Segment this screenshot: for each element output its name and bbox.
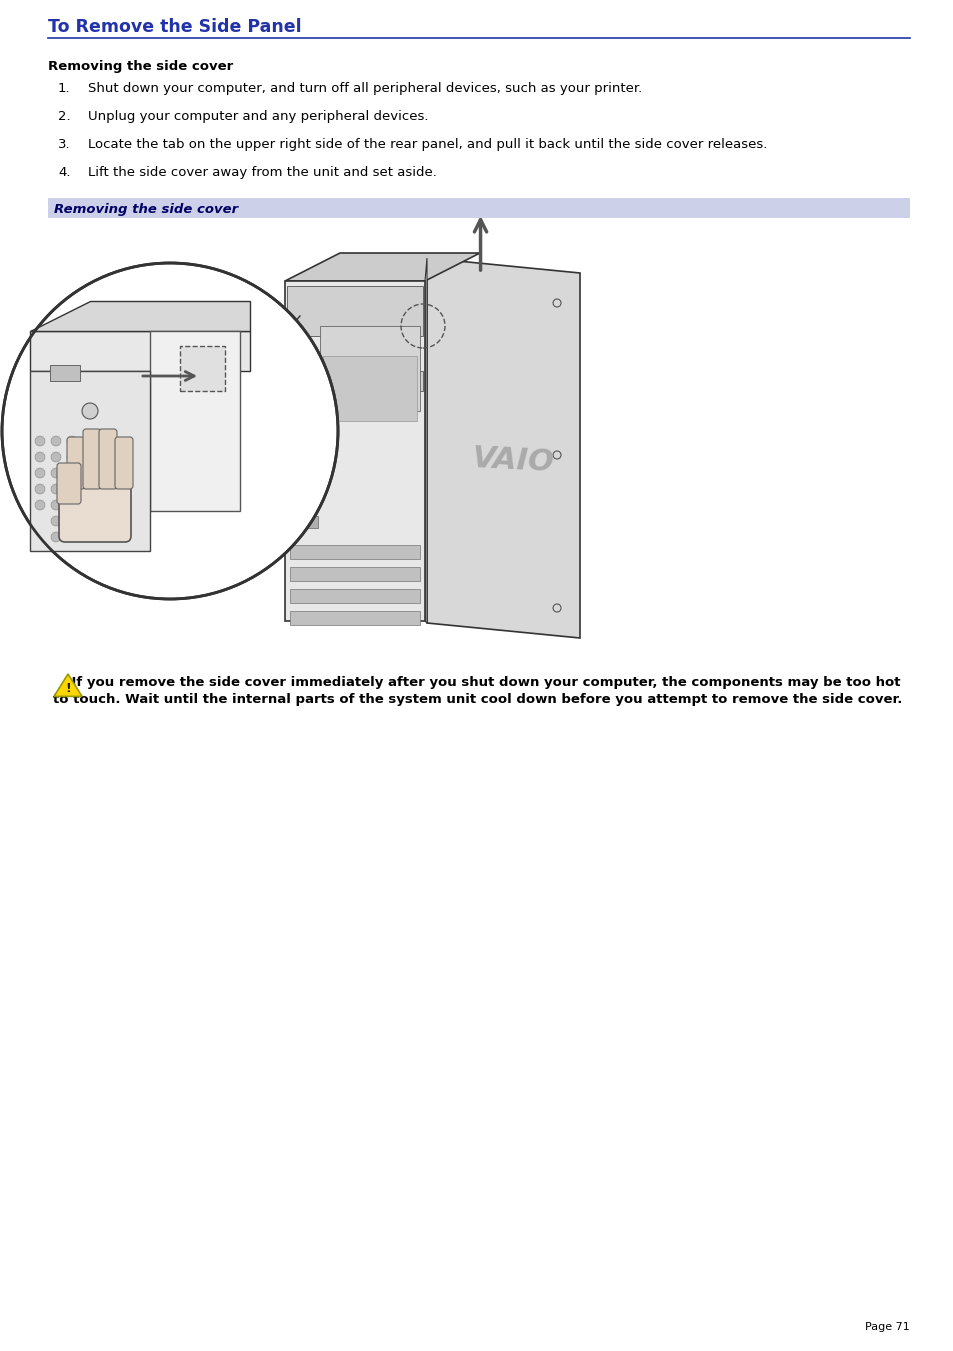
Bar [50,365,80,381]
FancyBboxPatch shape [115,436,132,489]
Circle shape [51,516,61,526]
Bar [285,281,424,621]
Circle shape [83,516,92,526]
Polygon shape [285,253,479,281]
Circle shape [99,484,109,494]
Bar [48,199,909,218]
Circle shape [35,467,45,478]
Circle shape [51,453,61,462]
FancyBboxPatch shape [83,430,101,489]
Text: 2.: 2. [58,109,71,123]
Text: To Remove the Side Panel: To Remove the Side Panel [48,18,301,36]
Bar [323,357,416,422]
Circle shape [67,516,77,526]
Bar [290,501,317,511]
Circle shape [83,500,92,509]
Text: Unplug your computer and any peripheral devices.: Unplug your computer and any peripheral … [88,109,428,123]
Text: Page 71: Page 71 [864,1323,909,1332]
Text: Removing the side cover: Removing the side cover [48,59,233,73]
Bar [290,486,317,497]
Circle shape [67,500,77,509]
FancyBboxPatch shape [59,476,131,542]
Circle shape [51,436,61,446]
Bar [290,611,419,626]
Circle shape [99,500,109,509]
Text: VAIO: VAIO [471,444,555,477]
FancyBboxPatch shape [67,436,85,489]
Bar [287,372,422,390]
Bar [287,286,422,336]
Text: !: ! [65,682,71,696]
Text: Locate the tab on the upper right side of the rear panel, and pull it back until: Locate the tab on the upper right side o… [88,138,766,151]
Polygon shape [30,331,250,372]
Polygon shape [427,258,579,638]
Bar [290,443,317,461]
Bar [290,465,317,484]
Circle shape [83,467,92,478]
Circle shape [99,453,109,462]
Circle shape [83,532,92,542]
Polygon shape [424,258,427,623]
Bar [290,427,317,439]
Polygon shape [30,301,250,331]
Text: If you remove the side cover immediately after you shut down your computer, the : If you remove the side cover immediately… [53,676,900,689]
Bar [319,326,419,411]
Circle shape [2,263,337,598]
Circle shape [67,436,77,446]
Circle shape [67,484,77,494]
Polygon shape [150,331,240,511]
Circle shape [35,453,45,462]
Bar [290,567,419,581]
Bar [180,346,225,390]
Polygon shape [54,674,82,696]
FancyBboxPatch shape [99,430,117,489]
Circle shape [83,453,92,462]
Circle shape [99,436,109,446]
FancyBboxPatch shape [57,463,81,504]
Bar [290,516,317,528]
Circle shape [99,516,109,526]
Bar [290,411,317,423]
Circle shape [83,436,92,446]
Bar [290,589,419,603]
Circle shape [83,484,92,494]
Circle shape [67,467,77,478]
Circle shape [67,532,77,542]
Circle shape [51,500,61,509]
Text: 3.: 3. [58,138,71,151]
Circle shape [51,532,61,542]
Circle shape [35,436,45,446]
Circle shape [67,453,77,462]
Circle shape [82,403,98,419]
Text: 1.: 1. [58,82,71,95]
Circle shape [99,532,109,542]
Circle shape [51,467,61,478]
Polygon shape [30,372,150,551]
Text: to touch. Wait until the internal parts of the system unit cool down before you : to touch. Wait until the internal parts … [53,693,902,707]
Circle shape [35,484,45,494]
Text: 4.: 4. [58,166,71,178]
Text: Removing the side cover: Removing the side cover [54,203,238,216]
Bar [290,544,419,559]
Text: Lift the side cover away from the unit and set aside.: Lift the side cover away from the unit a… [88,166,436,178]
Text: Shut down your computer, and turn off all peripheral devices, such as your print: Shut down your computer, and turn off al… [88,82,641,95]
Circle shape [51,484,61,494]
Circle shape [35,500,45,509]
Circle shape [99,467,109,478]
